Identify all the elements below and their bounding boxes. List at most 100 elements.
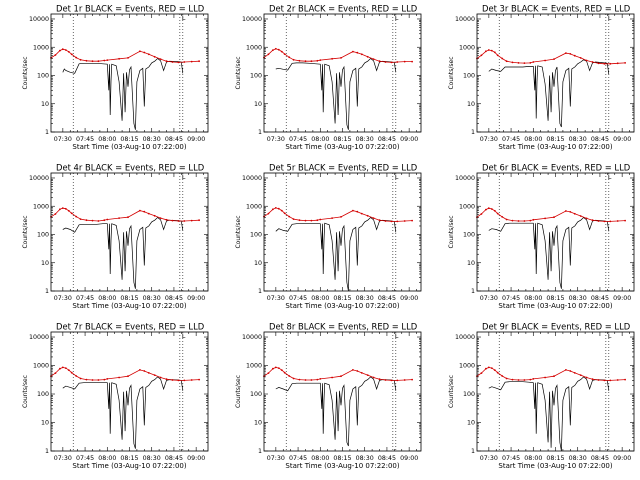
lld-point [171,219,174,222]
y-tick-label: 10000 [242,334,262,341]
lld-point [190,219,193,222]
x-tick-label: 07:45 [502,295,520,302]
y-tick-label: 10 [254,420,262,427]
lld-point [496,371,499,374]
lld-point [143,51,146,54]
y-tick-label: 1 [45,448,49,455]
lld-point [573,212,576,215]
lld-point [511,61,514,64]
plot-frame [50,331,209,452]
lld-point [585,376,588,379]
lld-point [624,378,626,381]
lld-point [64,49,67,51]
panel-title: Det 4r BLACK = Events, RED = LLD [56,163,204,173]
x-axis-label: Start Time (03-Aug-10 07:22:00) [72,143,186,151]
lld-point [292,377,295,380]
x-tick-label: 07:30 [267,136,285,143]
x-tick-label: 07:30 [267,455,285,462]
lld-point [565,52,567,54]
lld-point [61,207,64,210]
lld-point [198,378,201,381]
lld-point [487,207,490,210]
x-axis-label: Start Time (03-Aug-10 07:22:00) [72,462,186,470]
lld-point [67,50,70,53]
lld-point [280,369,283,371]
plot-frame [50,172,209,292]
marker-label: L [608,15,612,22]
y-tick-label: 100 [463,391,475,398]
lld-point [517,220,520,222]
lld-point [378,60,381,63]
lld-point [529,219,532,222]
x-tick-label: 08:00 [524,455,542,462]
y-tick-label: 1 [45,129,49,136]
lld-point [103,219,106,222]
x-tick-label: 08:15 [546,455,564,462]
series-events-line [488,59,610,128]
x-axis-label: Start Time (03-Aug-10 07:22:00) [498,462,612,470]
lld-point [603,379,606,382]
lld-point [360,53,363,56]
lld-point [292,218,295,221]
lld-point [490,49,493,52]
x-tick-label: 07:45 [289,295,307,302]
y-tick-label: 1000 [33,44,49,51]
lld-point [272,367,274,370]
x-tick-label: 08:45 [165,136,183,143]
x-tick-label: 09:00 [400,136,418,143]
y-tick-label: 10000 [455,334,475,341]
lld-point [85,378,88,381]
y-axis-label: Counts/sec [235,56,242,89]
lld-point [403,60,406,63]
x-tick-label: 08:00 [311,136,329,143]
lld-point [75,215,78,218]
lld-point [366,55,369,58]
lld-point [319,218,322,221]
lld-point [319,59,322,61]
lld-point [103,59,106,62]
y-tick-label: 1000 [459,44,475,51]
lld-point [384,379,387,381]
y-tick-label: 100 [37,73,49,80]
lld-point [61,48,64,51]
lld-point [177,379,180,382]
lld-point [277,367,280,369]
marker-label: L [608,333,612,340]
lld-point [529,62,532,64]
lld-point [396,220,399,223]
lld-point [79,58,82,61]
lld-point [304,379,307,381]
lld-point [127,375,129,378]
lld-point [565,210,567,212]
y-tick-label: 10000 [29,16,49,23]
lld-point [64,207,67,210]
lld-point [310,379,313,381]
lld-point [183,61,186,63]
x-tick-label: 07:45 [502,136,520,143]
lld-point [384,220,387,222]
x-tick-label: 08:30 [356,455,374,462]
x-tick-label: 08:45 [591,455,609,462]
lld-point [390,61,393,64]
lld-point [490,208,493,210]
x-tick-label: 07:45 [502,455,520,462]
lld-point [597,220,600,222]
lld-point [597,379,600,381]
lld-point [356,370,359,372]
lld-point [511,378,514,381]
lld-point [139,369,141,371]
lld-point [292,58,295,61]
y-tick-label: 100 [463,232,475,239]
y-axis-label: Counts/sec [22,215,29,248]
x-tick-label: 08:30 [569,295,587,302]
lld-point [165,60,168,63]
x-axis-label: Start Time (03-Aug-10 07:22:00) [498,302,612,310]
x-tick-label: 09:00 [187,136,205,143]
y-tick-label: 1 [471,448,475,455]
series-events-line [488,376,610,452]
lld-point [267,53,270,56]
